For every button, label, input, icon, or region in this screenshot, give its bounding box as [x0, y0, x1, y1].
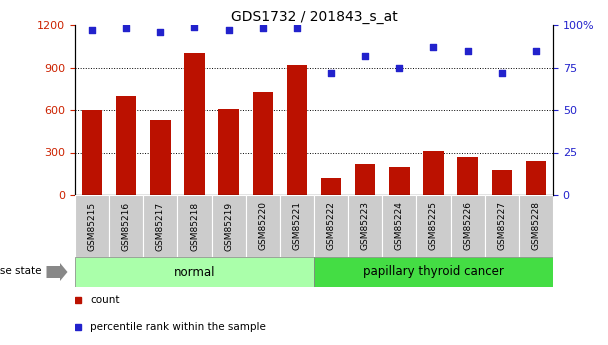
Text: GSM85228: GSM85228 [531, 201, 541, 250]
Point [224, 27, 233, 33]
Bar [423, 151, 444, 195]
Bar [287, 65, 307, 195]
Text: percentile rank within the sample: percentile rank within the sample [90, 322, 266, 332]
Bar [314, 257, 553, 287]
Point [190, 24, 199, 29]
Point [326, 70, 336, 75]
Point [156, 29, 165, 34]
Text: GSM85217: GSM85217 [156, 201, 165, 250]
Bar [457, 157, 478, 195]
Point [87, 27, 97, 33]
Text: papillary thyroid cancer: papillary thyroid cancer [363, 266, 504, 278]
Bar [75, 195, 109, 257]
Text: GSM85226: GSM85226 [463, 201, 472, 250]
Text: GSM85225: GSM85225 [429, 201, 438, 250]
Bar [109, 195, 143, 257]
Bar [143, 195, 178, 257]
Bar [212, 195, 246, 257]
Text: GSM85221: GSM85221 [292, 201, 302, 250]
Point [531, 48, 541, 53]
Bar [178, 195, 212, 257]
Text: GSM85220: GSM85220 [258, 201, 268, 250]
Bar [491, 170, 512, 195]
Point [122, 26, 131, 31]
Bar [252, 91, 273, 195]
Bar [382, 195, 416, 257]
Bar [150, 120, 171, 195]
FancyArrow shape [46, 263, 67, 281]
Bar [451, 195, 485, 257]
Point [395, 65, 404, 70]
Point [258, 26, 268, 31]
Text: GSM85216: GSM85216 [122, 201, 131, 250]
Text: GSM85218: GSM85218 [190, 201, 199, 250]
Text: disease state: disease state [0, 266, 41, 276]
Text: GSM85223: GSM85223 [361, 201, 370, 250]
Point [361, 53, 370, 58]
Bar [116, 96, 136, 195]
Bar [485, 195, 519, 257]
Text: GSM85222: GSM85222 [326, 201, 336, 250]
Bar [184, 53, 205, 195]
Point [497, 70, 506, 75]
Text: GSM85224: GSM85224 [395, 201, 404, 250]
Text: GSM85219: GSM85219 [224, 201, 233, 250]
Bar [519, 195, 553, 257]
Title: GDS1732 / 201843_s_at: GDS1732 / 201843_s_at [230, 10, 398, 24]
Bar [355, 164, 376, 195]
Text: count: count [90, 295, 120, 305]
Bar [280, 195, 314, 257]
Bar [82, 110, 102, 195]
Bar [75, 257, 314, 287]
Text: normal: normal [174, 266, 215, 278]
Point [429, 45, 438, 50]
Bar [416, 195, 451, 257]
Text: GSM85227: GSM85227 [497, 201, 506, 250]
Bar [526, 161, 546, 195]
Point [292, 26, 302, 31]
Bar [314, 195, 348, 257]
Point [463, 48, 472, 53]
Bar [389, 167, 410, 195]
Bar [218, 109, 239, 195]
Bar [321, 178, 341, 195]
Bar [348, 195, 382, 257]
Text: GSM85215: GSM85215 [88, 201, 97, 250]
Bar [246, 195, 280, 257]
